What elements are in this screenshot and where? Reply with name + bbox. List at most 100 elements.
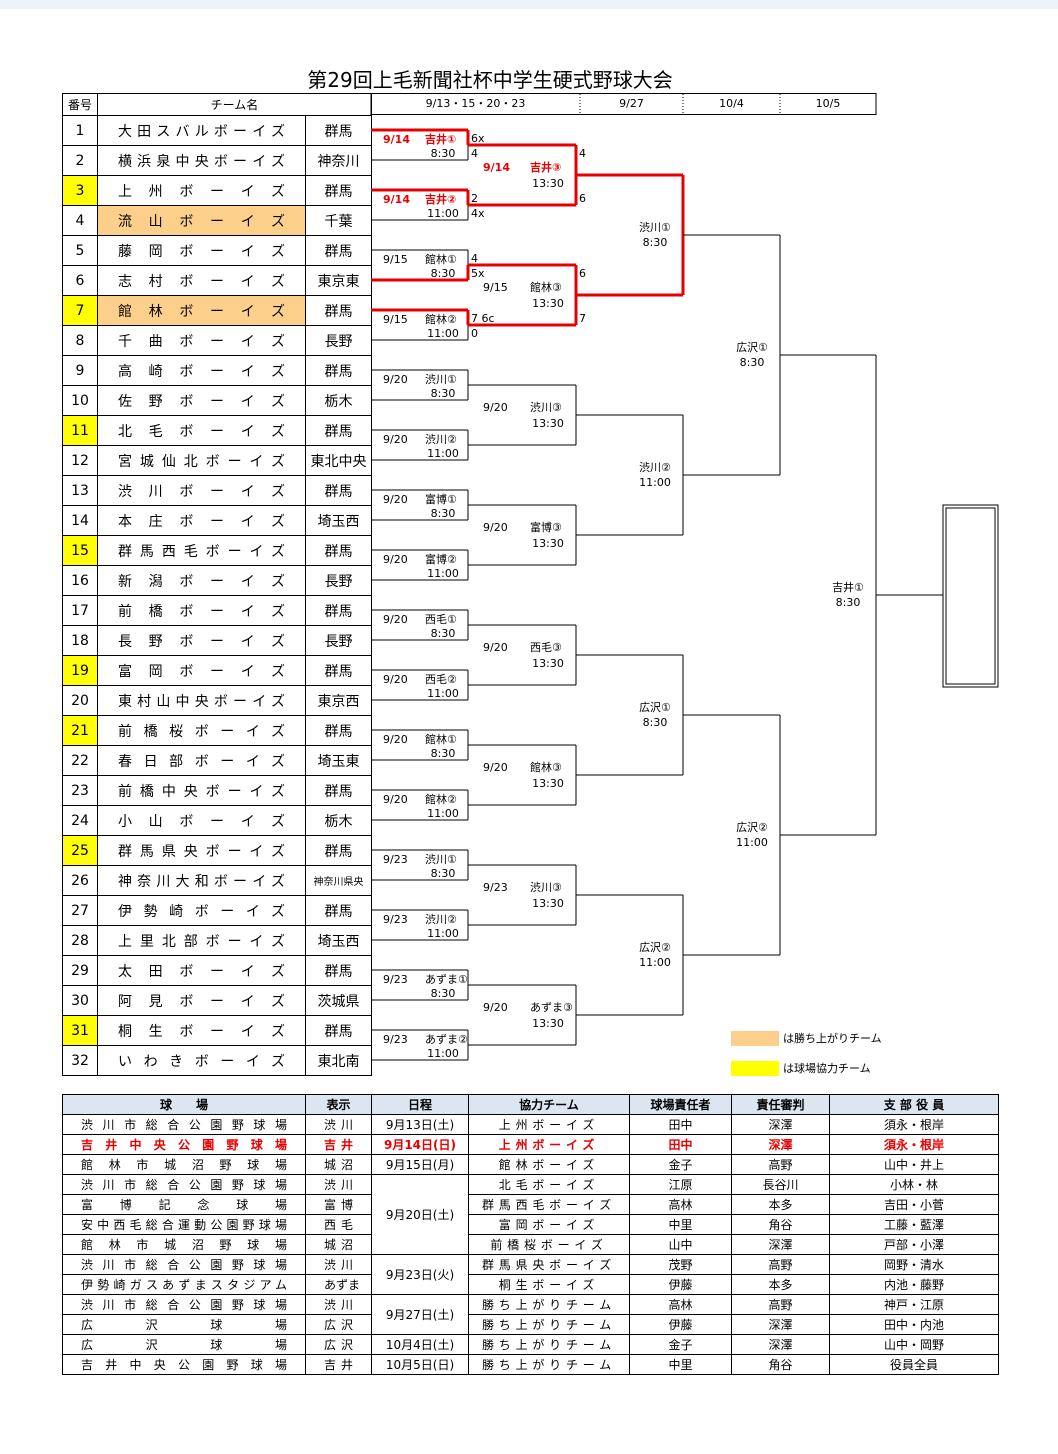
schedule-cell: 富岡ボーイズ bbox=[468, 1214, 630, 1235]
schedule-cell: 城沼 bbox=[305, 1234, 372, 1255]
team-row: 20 東村山中央ボーイズ 東京西 bbox=[62, 685, 372, 716]
schedule-cell: 工藤・藍澤 bbox=[829, 1214, 999, 1235]
team-row: 5 藤岡ボーイズ 群馬 bbox=[62, 235, 372, 266]
schedule-cell: 勝ち上がりチーム bbox=[468, 1314, 630, 1335]
team-number: 23 bbox=[62, 775, 98, 806]
team-name: 春日部ボーイズ bbox=[97, 745, 306, 776]
match-game: 館林② bbox=[425, 792, 457, 806]
schedule-cell: 吉井 bbox=[305, 1354, 372, 1375]
round-header: 10/5 bbox=[816, 97, 841, 110]
team-name-text: 上里北部ボーイズ bbox=[118, 933, 285, 950]
match-game: 渋川① bbox=[639, 221, 671, 234]
schedule-cell: 前橋桜ボーイズ bbox=[468, 1234, 630, 1255]
header-cell: 球場責任者 bbox=[629, 1094, 732, 1115]
team-number: 21 bbox=[62, 715, 98, 746]
match-date: 9/14 bbox=[383, 133, 410, 146]
match-time: 8:30 bbox=[431, 747, 456, 760]
match-date: 9/20 bbox=[483, 521, 508, 534]
schedule-cell: 9月13日(土) bbox=[371, 1114, 469, 1135]
header-cell: 表示 bbox=[305, 1094, 372, 1115]
team-row: 9 高崎ボーイズ 群馬 bbox=[62, 355, 372, 386]
match-time: 8:30 bbox=[431, 867, 456, 880]
team-name-text: 渋川ボーイズ bbox=[118, 483, 285, 500]
team-row: 24 小山ボーイズ 栃木 bbox=[62, 805, 372, 836]
schedule-cell: 山中・岡野 bbox=[829, 1334, 999, 1355]
team-number: 20 bbox=[62, 685, 98, 716]
team-row: 11 北毛ボーイズ 群馬 bbox=[62, 415, 372, 446]
schedule-cell: 城沼 bbox=[305, 1154, 372, 1175]
schedule-row: 館林市城沼野球場 城沼 前橋桜ボーイズ 山中 深澤 戸部・小澤 bbox=[62, 1234, 999, 1255]
match-game: あずま① bbox=[425, 973, 468, 986]
team-pref: 群馬 bbox=[305, 235, 372, 266]
team-name-text: 新潟ボーイズ bbox=[118, 573, 285, 590]
schedule-cell: 須永・根岸 bbox=[829, 1134, 999, 1155]
schedule-cell: 富博記念球場 bbox=[62, 1194, 306, 1215]
schedule-cell: 館林市城沼野球場 bbox=[62, 1154, 306, 1175]
match-date: 9/14 bbox=[483, 161, 510, 174]
team-name-text: 北毛ボーイズ bbox=[118, 423, 285, 440]
schedule-cell: 角谷 bbox=[731, 1354, 830, 1375]
score: 4 bbox=[579, 147, 586, 160]
team-row: 4 流山ボーイズ 千葉 bbox=[62, 205, 372, 236]
team-name: 館林ボーイズ bbox=[97, 295, 306, 326]
score: 7 bbox=[579, 312, 586, 325]
header-box bbox=[370, 93, 877, 115]
team-name: 長野ボーイズ bbox=[97, 625, 306, 656]
round-header: 10/4 bbox=[719, 97, 744, 110]
schedule-row: 安中西毛総合運動公園野球場 西毛 富岡ボーイズ 中里 角谷 工藤・藍澤 bbox=[62, 1214, 999, 1235]
match-game: 吉井② bbox=[425, 192, 456, 206]
schedule-cell: 金子 bbox=[629, 1154, 732, 1175]
schedule-cell: 山中・井上 bbox=[829, 1154, 999, 1175]
match-date: 9/15 bbox=[483, 281, 508, 294]
match-game: 富博① bbox=[425, 492, 457, 506]
schedule-cell: 岡野・清水 bbox=[829, 1254, 999, 1275]
schedule-cell: 深澤 bbox=[731, 1134, 830, 1155]
schedule-cell: 渋川 bbox=[305, 1174, 372, 1195]
match-time: 11:00 bbox=[427, 927, 459, 940]
schedule-cell: 高野 bbox=[731, 1254, 830, 1275]
team-number: 28 bbox=[62, 925, 98, 956]
team-name-text: 流山ボーイズ bbox=[118, 213, 285, 230]
team-name: いわきボーイズ bbox=[97, 1045, 306, 1076]
schedule-cell: 渋川市総合公園野球場 bbox=[62, 1174, 306, 1195]
team-name-text: 藤岡ボーイズ bbox=[118, 243, 285, 260]
match-time: 13:30 bbox=[532, 177, 564, 190]
schedule-row: 渋川市総合公園野球場 渋川 9月13日(土) 上州ボーイズ 田中 深澤 須永・根岸 bbox=[62, 1114, 999, 1135]
match-time: 11:00 bbox=[427, 1047, 459, 1060]
match-game: 館林③ bbox=[530, 760, 562, 774]
team-pref: 神奈川県央 bbox=[305, 865, 372, 896]
round-header: 9/13・15・20・23 bbox=[426, 97, 526, 110]
score: 5x bbox=[471, 267, 485, 280]
schedule-cell: 内池・藤野 bbox=[829, 1274, 999, 1295]
match-date: 9/14 bbox=[383, 193, 410, 206]
match-date: 9/20 bbox=[483, 401, 508, 414]
schedule-cell: 9月14日(日) bbox=[371, 1134, 469, 1155]
team-name: 千曲ボーイズ bbox=[97, 325, 306, 356]
team-pref: 埼玉西 bbox=[305, 925, 372, 956]
match-time: 11:00 bbox=[736, 836, 768, 849]
header-cell: 支 部 役 員 bbox=[829, 1094, 999, 1115]
team-name-text: 宮城仙北ボーイズ bbox=[118, 453, 285, 470]
team-row: 29 太田ボーイズ 群馬 bbox=[62, 955, 372, 986]
schedule-cell: 神戸・江原 bbox=[829, 1294, 999, 1315]
team-name-text: 東村山中央ボーイズ bbox=[118, 693, 285, 710]
match-time: 13:30 bbox=[532, 537, 564, 550]
legend-swatch bbox=[731, 1031, 779, 1046]
match-time: 8:30 bbox=[431, 147, 456, 160]
match-date: 9/20 bbox=[383, 493, 408, 506]
team-name: 横浜泉中央ボーイズ bbox=[97, 145, 306, 176]
team-row: 6 志村ボーイズ 東京東 bbox=[62, 265, 372, 296]
team-row: 16 新潟ボーイズ 長野 bbox=[62, 565, 372, 596]
match-time: 8:30 bbox=[643, 716, 668, 729]
team-pref: 群馬 bbox=[305, 415, 372, 446]
schedule-cell: 長谷川 bbox=[731, 1174, 830, 1195]
schedule-row: 広沢球場 広沢 10月4日(土) 勝ち上がりチーム 金子 深澤 山中・岡野 bbox=[62, 1334, 999, 1355]
score: 7 6c bbox=[471, 312, 495, 325]
score: 4 bbox=[471, 252, 478, 265]
schedule-cell: 高野 bbox=[731, 1154, 830, 1175]
schedule-cell: 渋川市総合公園野球場 bbox=[62, 1254, 306, 1275]
match-time: 8:30 bbox=[431, 627, 456, 640]
round-header: 9/27 bbox=[619, 97, 644, 110]
team-table: 番号 チーム名 1 大田スバルボーイズ 群馬 2 横浜泉中央ボーイズ 神奈川 3 上州ボーイズ 群馬… bbox=[62, 93, 372, 1076]
schedule-cell: 須永・根岸 bbox=[829, 1114, 999, 1135]
